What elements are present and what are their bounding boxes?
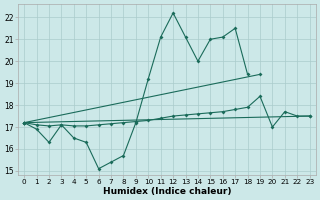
X-axis label: Humidex (Indice chaleur): Humidex (Indice chaleur) — [103, 187, 231, 196]
